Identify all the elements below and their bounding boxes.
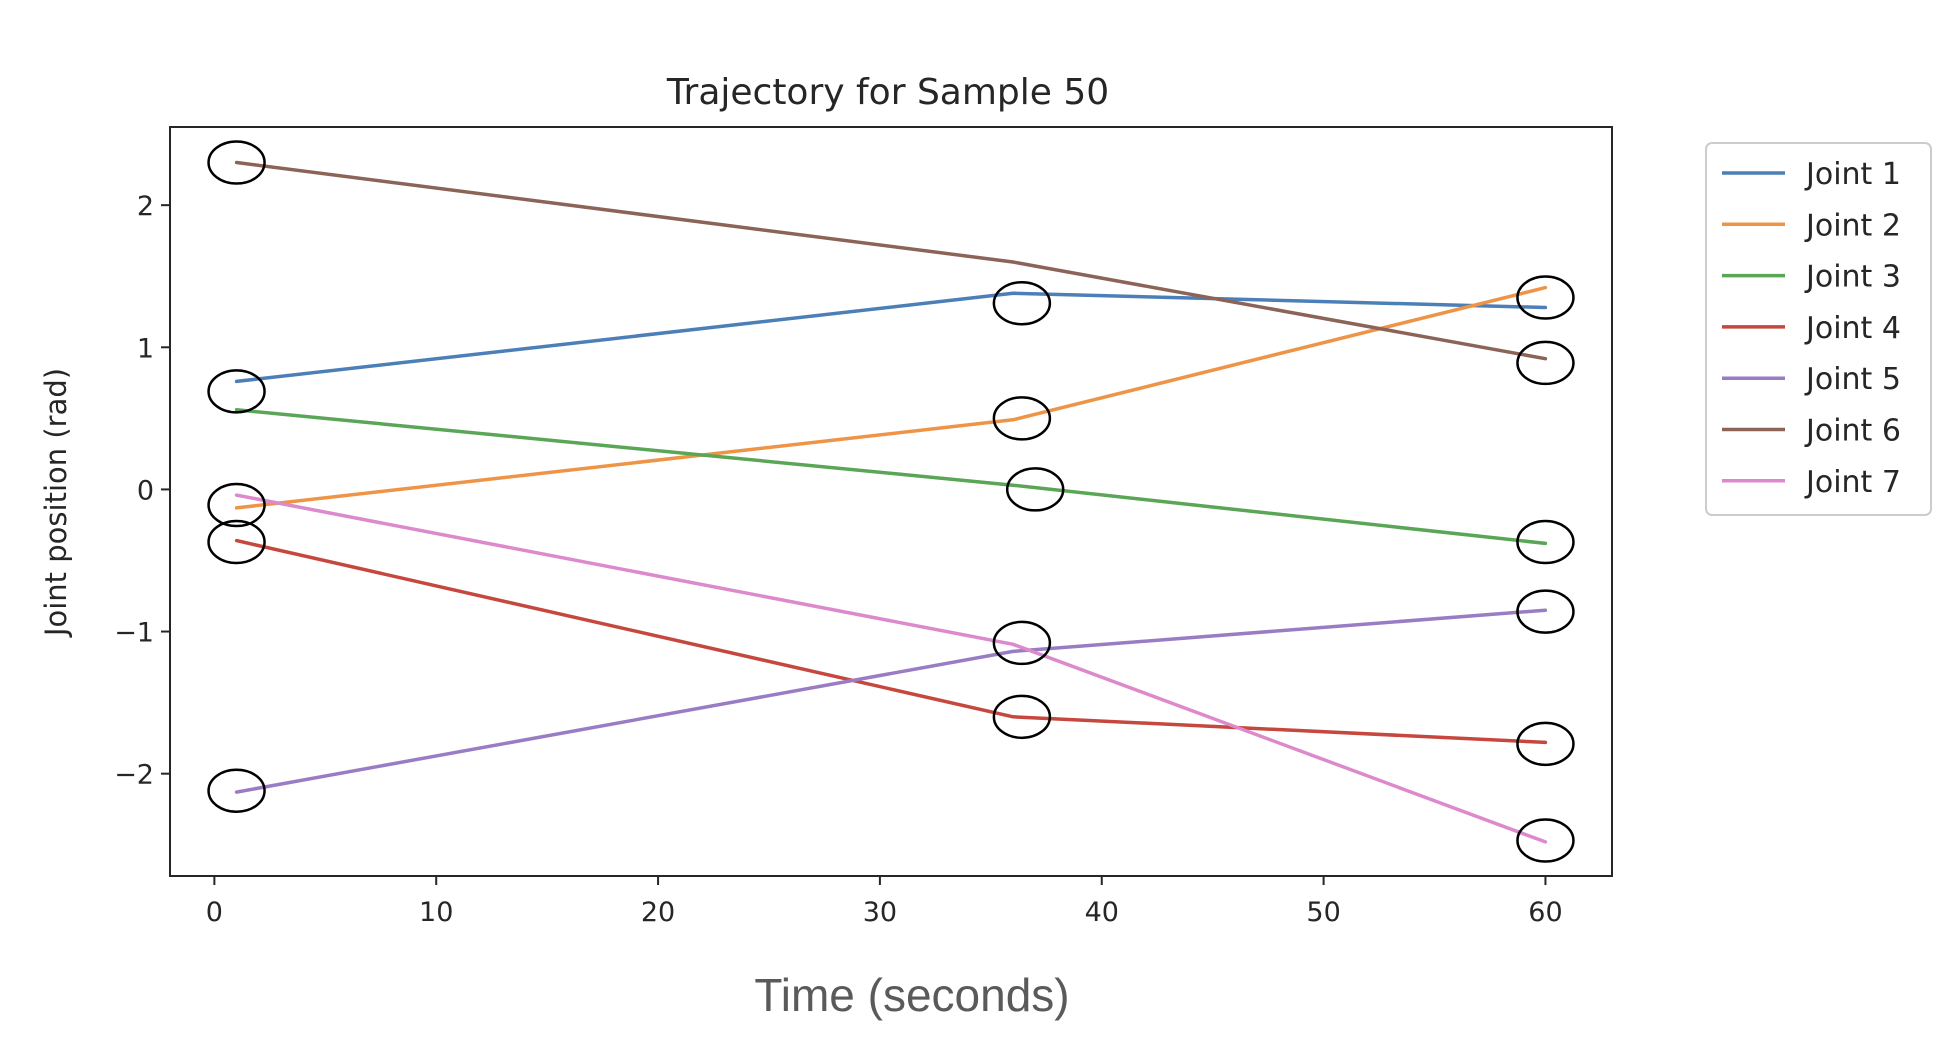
x-tick-label: 20 bbox=[641, 897, 675, 928]
y-tick-label: −1 bbox=[114, 618, 154, 649]
x-tick-label: 10 bbox=[419, 897, 453, 928]
legend-label: Joint 1 bbox=[1804, 157, 1901, 192]
x-tick-label: 60 bbox=[1528, 897, 1562, 928]
series-line-joint-2 bbox=[234, 285, 1548, 510]
annotation-circle bbox=[1516, 275, 1575, 320]
series-layer bbox=[234, 160, 1548, 844]
annotation-circle bbox=[207, 482, 266, 528]
legend-label: Joint 4 bbox=[1804, 311, 1901, 346]
x-tick-label: 50 bbox=[1306, 897, 1340, 928]
annotation-circle bbox=[1516, 340, 1575, 386]
series-line-joint-7 bbox=[234, 493, 1548, 844]
annotation-circle bbox=[1516, 721, 1575, 767]
x-axis-label: Time (seconds) bbox=[754, 969, 1069, 1021]
annotation-circle bbox=[207, 140, 266, 185]
y-axis-label: Joint position (rad) bbox=[39, 368, 73, 638]
annotation-circle bbox=[992, 620, 1052, 666]
series-line-joint-3 bbox=[234, 408, 1548, 546]
legend-frame bbox=[1705, 142, 1932, 516]
series-line-joint-6 bbox=[234, 160, 1548, 361]
y-tick-label: 1 bbox=[137, 333, 154, 364]
x-tick-label: 0 bbox=[206, 897, 223, 928]
legend-label: Joint 2 bbox=[1804, 208, 1901, 243]
legend-items: Joint 1 Joint 2 Joint 3 Joint 4 Joint 5 Joint… bbox=[1722, 157, 1901, 500]
axes: 0 10 20 30 40 50 60 −2 −1 0 1 2 bbox=[114, 191, 1562, 928]
legend-label: Joint 6 bbox=[1804, 414, 1901, 449]
y-tick-label: 0 bbox=[137, 475, 154, 506]
annotation-circles bbox=[207, 140, 1575, 863]
series-line-joint-5 bbox=[234, 608, 1548, 794]
annotation-circle bbox=[207, 768, 266, 813]
legend: Joint 1 Joint 2 Joint 3 Joint 4 Joint 5 Joint… bbox=[1705, 142, 1932, 516]
series-line-joint-4 bbox=[234, 538, 1548, 745]
annotation-circle bbox=[1516, 519, 1575, 565]
annotation-circle bbox=[1516, 818, 1575, 863]
annotation-circle bbox=[1516, 589, 1575, 634]
y-tick-label: 2 bbox=[137, 191, 154, 222]
x-tick-label: 40 bbox=[1085, 897, 1119, 928]
annotation-circle bbox=[992, 694, 1052, 740]
plot-frame bbox=[169, 126, 1613, 877]
annotation-circle bbox=[207, 519, 266, 565]
series-line-joint-1 bbox=[234, 291, 1548, 384]
x-tick-label: 30 bbox=[863, 897, 897, 928]
annotation-circle bbox=[992, 396, 1052, 441]
legend-label: Joint 5 bbox=[1804, 362, 1901, 397]
legend-label: Joint 7 bbox=[1804, 465, 1901, 500]
annotation-circle bbox=[207, 369, 266, 414]
annotation-circle bbox=[992, 280, 1052, 326]
y-tick-label: −2 bbox=[114, 760, 154, 791]
chart-title: Trajectory for Sample 50 bbox=[666, 72, 1109, 113]
annotation-circle bbox=[1005, 467, 1065, 512]
legend-label: Joint 3 bbox=[1804, 260, 1901, 295]
